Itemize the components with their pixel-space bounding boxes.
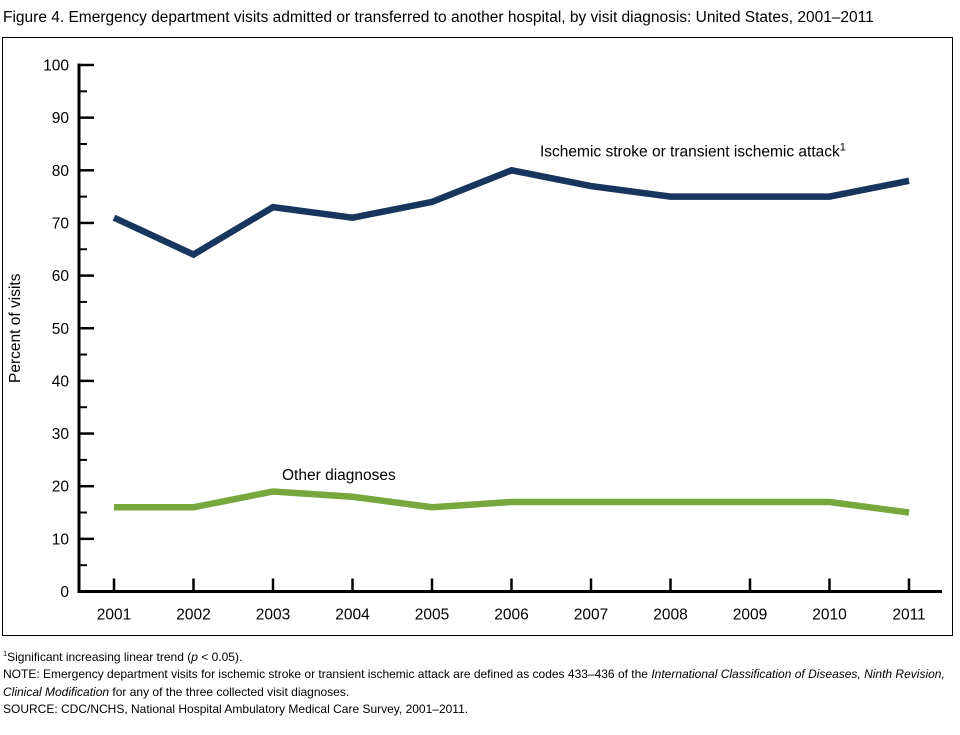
- footnote-line: 1Significant increasing linear trend (p …: [3, 648, 243, 664]
- series-line-ischemic-stroke: [112, 166, 910, 258]
- series-line-other-diagnoses: [114, 487, 910, 516]
- x-tick-label: 2008: [653, 606, 687, 623]
- series-label-ischemic-stroke: Ischemic stroke or transient ischemic at…: [540, 141, 846, 160]
- y-tick-label: 100: [43, 57, 69, 74]
- figure-page: Figure 4. Emergency department visits ad…: [0, 7, 960, 719]
- footnote-line: NOTE: Emergency department visits for is…: [3, 667, 945, 699]
- x-tick-label: 2011: [892, 606, 925, 623]
- chart-frame: 0 10 20 30 40 50 60 70 80 90 100 Percent of visits 2…: [2, 36, 953, 636]
- series-label-other-diagnoses: Other diagnoses: [282, 467, 396, 484]
- y-tick-label: 10: [52, 531, 70, 548]
- y-tick-label: 20: [52, 478, 70, 495]
- x-tick-label: 2003: [256, 606, 290, 623]
- x-axis: 2001 2002 2003 2004 2005 2006 2007 2008 2009 2010…: [77, 578, 942, 623]
- y-tick-label: 0: [60, 584, 69, 601]
- y-tick-label: 40: [52, 373, 70, 390]
- x-tick-label: 2002: [176, 606, 210, 623]
- x-tick-label: 2001: [97, 606, 131, 623]
- figure-title: Figure 4. Emergency department visits ad…: [3, 9, 874, 26]
- series-lines: [112, 166, 910, 516]
- footnote-line: SOURCE: CDC/NCHS, National Hospital Ambu…: [3, 702, 469, 717]
- y-axis-title: Percent of visits: [7, 273, 24, 383]
- y-tick-label: 30: [52, 426, 70, 443]
- x-tick-label: 2007: [574, 606, 608, 623]
- y-tick-label: 50: [52, 320, 70, 337]
- series-labels: Ischemic stroke or transient ischemic at…: [282, 141, 846, 484]
- line-chart: 0 10 20 30 40 50 60 70 80 90 100 Percent of visits 2…: [7, 57, 942, 623]
- footnotes: 1Significant increasing linear trend (p …: [3, 645, 953, 719]
- x-tick-label: 2005: [415, 606, 449, 623]
- x-tick-label: 2009: [733, 606, 767, 623]
- x-tick-label: 2004: [335, 606, 370, 623]
- y-tick-label: 80: [52, 162, 70, 179]
- y-tick-label: 90: [52, 110, 70, 127]
- y-tick-label: 70: [52, 215, 70, 232]
- y-tick-label: 60: [52, 268, 70, 285]
- y-axis: 0 10 20 30 40 50 60 70 80 90 100 Percent of visits: [7, 57, 94, 601]
- x-tick-label: 2010: [812, 606, 847, 623]
- x-tick-label: 2006: [494, 606, 528, 623]
